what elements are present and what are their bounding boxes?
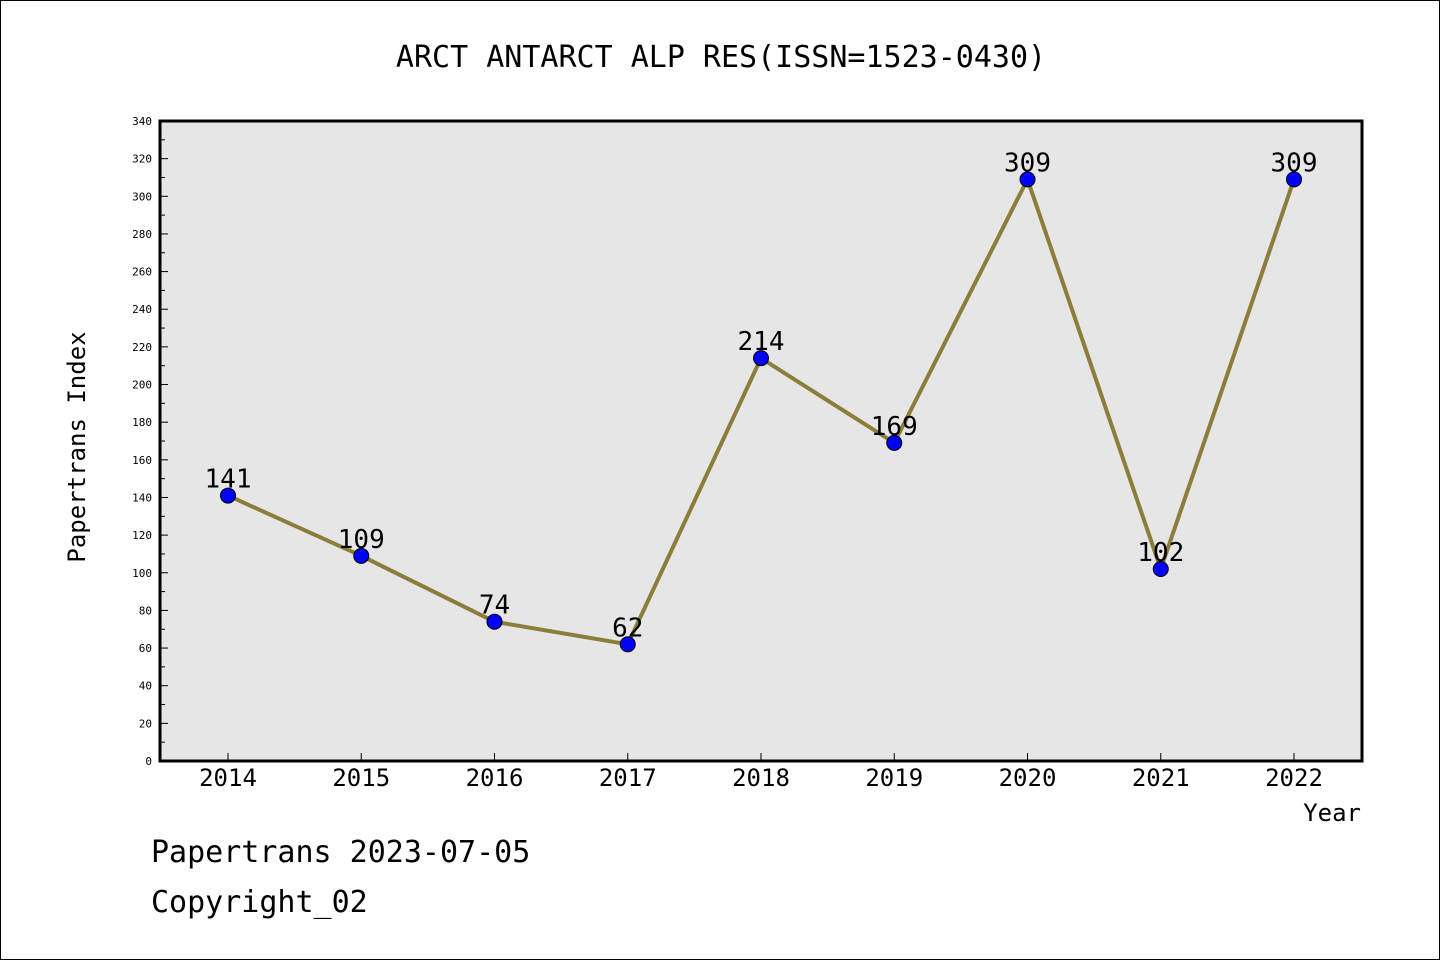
data-points xyxy=(220,171,1302,653)
data-point xyxy=(1152,561,1169,577)
footer-line-2: Copyright_02 xyxy=(151,885,368,920)
y-tick-label: 240 xyxy=(132,303,152,316)
y-tick-label: 160 xyxy=(132,454,152,467)
y-tick-label: 320 xyxy=(132,153,152,166)
x-tick-label: 2018 xyxy=(732,764,790,792)
y-tick-label: 40 xyxy=(139,680,152,693)
y-tick-label: 120 xyxy=(132,529,152,542)
y-axis: 0 20 40 60 80 100 120 140 160 180 200 220 240 260 280 3… xyxy=(132,115,168,768)
y-tick-label: 200 xyxy=(132,379,152,392)
data-point xyxy=(1286,171,1302,188)
x-tick-label: 2021 xyxy=(1132,764,1190,792)
y-tick-label: 280 xyxy=(132,228,152,241)
y-tick-label: 60 xyxy=(139,642,152,655)
data-point xyxy=(753,350,769,367)
data-point xyxy=(353,547,370,564)
x-tick-label: 2020 xyxy=(999,764,1057,792)
y-tick-label: 220 xyxy=(132,341,152,354)
data-point xyxy=(486,613,503,630)
y-tick-label: 20 xyxy=(139,717,152,730)
y-tick-label: 0 xyxy=(145,755,152,768)
x-axis-title: Year xyxy=(1303,799,1361,827)
x-tick-label: 2015 xyxy=(332,764,390,792)
data-point xyxy=(619,636,636,653)
data-point xyxy=(886,434,903,451)
y-tick-label: 180 xyxy=(132,416,152,429)
y-tick-label: 100 xyxy=(132,567,152,580)
footer-line-1: Papertrans 2023-07-05 xyxy=(151,835,531,870)
y-tick-label: 300 xyxy=(132,190,152,203)
y-tick-label: 80 xyxy=(139,604,152,617)
y-tick-label: 260 xyxy=(132,266,152,279)
x-tick-label: 2016 xyxy=(466,764,524,792)
y-tick-label: 340 xyxy=(132,115,152,128)
x-tick-label: 2014 xyxy=(199,764,257,792)
x-axis: 2014 2015 2016 2017 2018 2019 2020 2021 2022 xyxy=(199,753,1323,792)
y-axis-title: Papertrans Index xyxy=(63,331,91,562)
y-tick-label: 140 xyxy=(132,491,152,504)
chart-title: ARCT ANTARCT ALP RES(ISSN=1523-0430) xyxy=(396,40,1046,75)
data-point xyxy=(220,487,236,504)
x-tick-label: 2019 xyxy=(865,764,923,792)
x-tick-label: 2017 xyxy=(599,764,657,792)
data-point xyxy=(1019,171,1036,188)
plot-area xyxy=(158,119,1364,763)
x-tick-label: 2022 xyxy=(1265,764,1323,792)
